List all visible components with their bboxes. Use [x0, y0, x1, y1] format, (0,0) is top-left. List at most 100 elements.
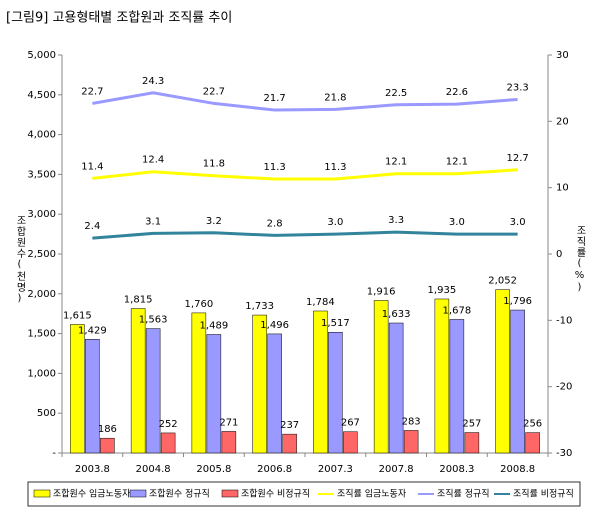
line-label: 3.1 — [145, 216, 161, 227]
line-label: 22.5 — [385, 88, 407, 99]
legend-box — [27, 481, 581, 507]
x-tick-label: 2005.8 — [196, 464, 231, 475]
x-tick-label: 2008.8 — [500, 464, 535, 475]
bar-label: 1,517 — [321, 318, 350, 329]
line-label: 22.7 — [81, 86, 103, 97]
bar — [388, 322, 404, 454]
y2-tick-label: -30 — [556, 448, 572, 459]
line-label: 22.6 — [446, 87, 468, 98]
bar-label: 257 — [462, 419, 481, 430]
bar — [206, 334, 222, 454]
bar-label: 1,429 — [78, 325, 107, 336]
bar — [267, 333, 282, 454]
line-label: 21.7 — [263, 93, 285, 104]
bar-label: 1,489 — [200, 320, 229, 331]
line-label: 11.8 — [203, 159, 225, 170]
line-label: 3.0 — [327, 217, 343, 228]
y-axis-title: 조합원수(천명) — [14, 215, 26, 305]
bar-label: 1,784 — [306, 297, 335, 308]
y2-tick-label: 30 — [556, 50, 569, 61]
bar-label: 237 — [280, 420, 299, 431]
bar-label: 1,916 — [367, 286, 396, 297]
x-tick-label: 2003.8 — [75, 464, 110, 475]
line-label: 2.4 — [84, 221, 100, 232]
x-tick-label: 2004.8 — [136, 464, 171, 475]
bar — [191, 312, 207, 454]
bar — [130, 308, 146, 454]
bar — [434, 298, 450, 454]
legend-label: 조합원수 임금노동자 — [53, 488, 131, 500]
bar — [252, 314, 267, 454]
line-label: 11.4 — [81, 161, 103, 172]
y-tick-label: 2,500 — [27, 249, 56, 260]
y-tick-label: 2,000 — [27, 289, 56, 300]
line-label: 24.3 — [142, 76, 164, 87]
bar-label: 1,935 — [428, 285, 457, 296]
line-label: 12.7 — [506, 153, 528, 164]
line-label: 3.2 — [206, 216, 222, 227]
bar-label: 1,496 — [260, 320, 289, 331]
legend-swatch — [33, 489, 51, 498]
y-tick-label: 500 — [37, 408, 56, 419]
bar — [525, 432, 540, 454]
bar — [221, 431, 237, 454]
y-tick-label: 4,500 — [27, 90, 56, 101]
y2-tick-label: -20 — [556, 382, 572, 393]
legend-label: 조합원수 정규직 — [149, 489, 210, 500]
line-label: 3.3 — [388, 215, 404, 226]
y-tick-label: 4,000 — [27, 130, 56, 141]
bar — [403, 430, 419, 454]
bar-label: 1,733 — [245, 301, 274, 312]
bar — [282, 433, 297, 454]
y-tick-label: 1,500 — [27, 329, 56, 340]
bar — [373, 300, 389, 454]
line-label: 12.1 — [385, 157, 407, 168]
line-label: 11.3 — [263, 162, 285, 173]
x-tick-label: 2007.3 — [318, 464, 353, 475]
legend-label: 조직률 비정규직 — [513, 489, 574, 500]
bar-label: 252 — [159, 419, 178, 430]
y-tick-label: 1,000 — [27, 368, 56, 379]
line-label: 12.1 — [446, 157, 468, 168]
legend-label: 조직률 임금노동자 — [337, 488, 407, 500]
line — [92, 168, 518, 181]
bar-label: 1,615 — [63, 310, 92, 321]
bar — [495, 289, 510, 454]
legend-label: 조직률 정규직 — [437, 489, 490, 500]
line-label: 12.4 — [142, 155, 164, 166]
line-label: 3.0 — [449, 217, 465, 228]
y-tick-label: 3,500 — [27, 169, 56, 180]
bar-label: 2,052 — [488, 276, 517, 287]
line-label: 2.8 — [267, 218, 283, 229]
chart-title: [그림9] 고용형태별 조합원과 조직률 추이 — [6, 11, 232, 26]
y2-axis-title: 조직률(%) — [574, 225, 586, 294]
line-label: 22.7 — [203, 86, 225, 97]
line-label: 21.8 — [324, 92, 346, 103]
bar — [85, 339, 100, 454]
bar-label: 271 — [219, 417, 238, 428]
bar-label: 1,633 — [382, 309, 411, 320]
legend-label: 조합원수 비정규직 — [241, 489, 310, 500]
bar — [464, 432, 480, 454]
bar — [145, 328, 161, 454]
bar-label: 1,796 — [503, 296, 532, 307]
line — [92, 91, 518, 112]
legend-swatch — [221, 489, 239, 498]
bar-label: 267 — [341, 418, 360, 429]
bar-label: 283 — [402, 416, 421, 427]
bar-label: 1,563 — [139, 315, 168, 326]
bar — [449, 319, 465, 454]
bar-label: 1,678 — [443, 305, 472, 316]
line-label: 3.0 — [510, 217, 526, 228]
line — [92, 230, 518, 240]
bar — [100, 437, 115, 454]
y-tick-label: 5,000 — [27, 50, 56, 61]
bar — [70, 324, 85, 454]
y-tick-label: - — [52, 448, 56, 459]
y2-tick-label: 0 — [556, 249, 562, 260]
x-tick-label: 2007.8 — [379, 464, 414, 475]
bar — [343, 431, 358, 454]
line-label: 11.3 — [324, 162, 346, 173]
y-tick-label: 3,000 — [27, 209, 56, 220]
